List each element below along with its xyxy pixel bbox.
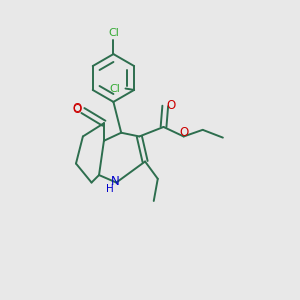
Text: O: O	[73, 102, 82, 115]
Text: H: H	[106, 184, 114, 194]
Text: N: N	[110, 175, 119, 188]
Text: O: O	[180, 126, 189, 139]
Text: O: O	[167, 99, 176, 112]
Text: Cl: Cl	[110, 83, 121, 94]
Text: O: O	[72, 103, 81, 116]
Text: Cl: Cl	[108, 28, 119, 38]
